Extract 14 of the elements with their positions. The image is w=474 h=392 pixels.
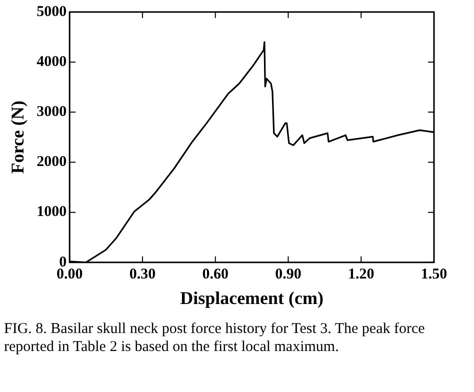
x-tick-label: 1.20 xyxy=(348,266,374,282)
y-tick-label: 2000 xyxy=(36,154,67,170)
y-tick-label: 1000 xyxy=(36,204,67,220)
y-tick-label: 5000 xyxy=(36,4,67,20)
x-axis-title: Displacement (cm) xyxy=(180,288,324,308)
y-axis-title: Force (N) xyxy=(7,100,28,174)
x-tick-label: 0.60 xyxy=(202,266,228,282)
y-tick-label: 4000 xyxy=(36,54,67,70)
x-tick-label: 1.50 xyxy=(420,266,448,282)
x-tick-label: 0.00 xyxy=(56,266,83,282)
y-tick-label: 3000 xyxy=(36,104,67,120)
x-tick-label: 0.90 xyxy=(275,266,302,282)
caption: FIG. 8. Basilar skull neck post force history for Test 3. The peak force reported in Table 2 is based on the first local maximum. xyxy=(4,320,426,356)
x-tick-label: 0.30 xyxy=(129,266,156,282)
